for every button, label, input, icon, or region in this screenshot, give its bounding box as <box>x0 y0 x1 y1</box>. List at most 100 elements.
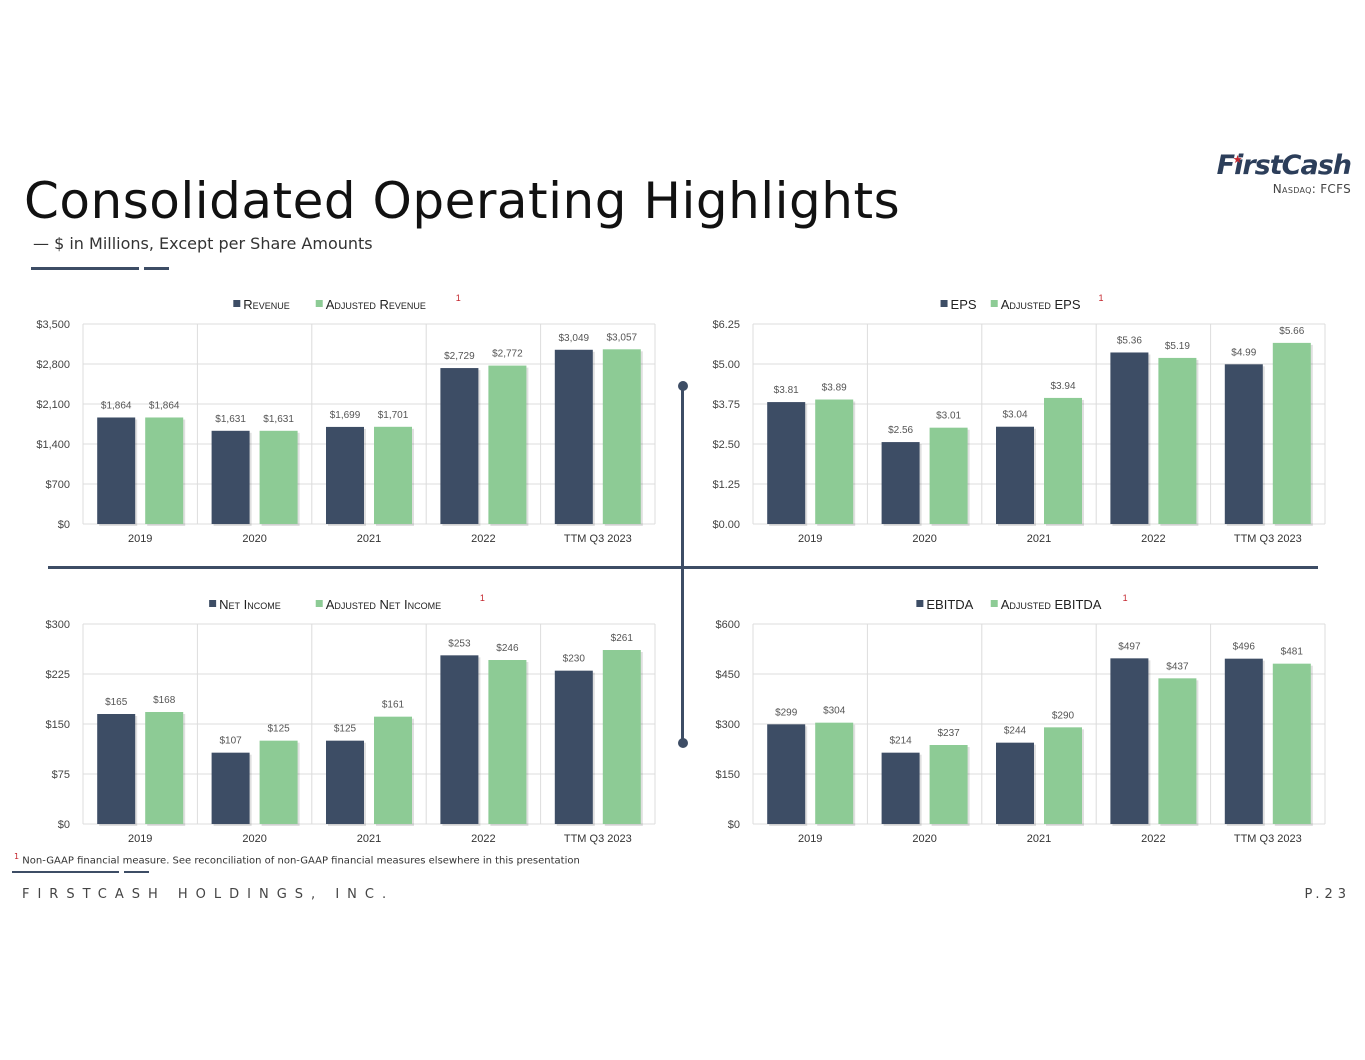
legend-label: Net Income <box>219 597 281 612</box>
data-label: $165 <box>105 697 128 708</box>
logo-wordmark: ★ FirstCash <box>1216 150 1352 182</box>
data-label: $161 <box>382 700 405 711</box>
category-label: 2022 <box>1141 833 1165 845</box>
category-label: 2020 <box>912 533 936 545</box>
footnote-mark: 1 <box>456 293 461 303</box>
data-label: $214 <box>889 736 912 747</box>
bar-adjusted <box>374 426 412 524</box>
title-underline-long <box>31 267 139 270</box>
data-label: $244 <box>1004 726 1027 737</box>
data-label: $290 <box>1052 710 1075 721</box>
y-tick-label: $700 <box>46 479 70 491</box>
category-label: 2022 <box>471 533 495 545</box>
y-tick-label: $300 <box>716 719 740 731</box>
bar <box>881 442 920 524</box>
y-tick-label: $6.25 <box>712 319 740 331</box>
bar-adjusted <box>259 430 298 524</box>
bar-adjusted <box>145 712 184 824</box>
category-label: TTM Q3 2023 <box>564 833 632 845</box>
data-label: $3.01 <box>936 411 961 422</box>
y-tick-label: $2,100 <box>36 399 70 411</box>
y-tick-label: $0 <box>728 819 740 831</box>
legend-label: Adjusted EBITDA <box>1001 597 1102 612</box>
data-label: $4.99 <box>1231 347 1256 358</box>
bar-adjusted <box>488 660 527 824</box>
bar <box>1224 364 1263 524</box>
bar <box>554 670 593 824</box>
data-label: $125 <box>334 724 357 735</box>
data-label: $5.66 <box>1279 326 1304 337</box>
vertical-divider <box>681 385 684 743</box>
data-label: $168 <box>153 695 176 706</box>
footnote-text: Non-GAAP financial measure. See reconcil… <box>22 855 580 867</box>
divider-dot-top <box>678 381 688 391</box>
legend-swatch <box>940 300 948 307</box>
legend-swatch <box>315 300 323 307</box>
data-label: $246 <box>496 643 519 654</box>
y-tick-label: $1.25 <box>712 479 740 491</box>
legend-label: Adjusted Revenue <box>326 297 426 312</box>
category-label: 2019 <box>128 833 152 845</box>
data-label: $496 <box>1233 642 1256 653</box>
bar-adjusted <box>602 650 641 824</box>
legend-swatch <box>990 600 998 607</box>
footnote-mark: 1 <box>1123 593 1128 603</box>
category-label: 2020 <box>242 833 266 845</box>
bar-adjusted <box>815 399 854 524</box>
y-tick-label: $2.50 <box>712 439 740 451</box>
bar <box>1110 658 1149 824</box>
y-tick-label: $3,500 <box>36 319 70 331</box>
bar <box>554 349 593 524</box>
data-label: $1,864 <box>101 400 132 411</box>
y-tick-label: $5.00 <box>712 359 740 371</box>
data-label: $481 <box>1281 647 1304 658</box>
data-label: $3,057 <box>607 332 638 343</box>
y-tick-label: $150 <box>46 719 70 731</box>
footer-page-number: P.23 <box>1304 887 1351 902</box>
data-label: $253 <box>448 638 471 649</box>
data-label: $3.89 <box>822 383 847 394</box>
company-logo: ★ FirstCash Nasdaq: FCFS <box>1216 150 1352 196</box>
bar-adjusted <box>145 417 184 524</box>
bar-adjusted <box>602 349 641 524</box>
data-label: $1,701 <box>378 410 409 421</box>
bar <box>881 752 920 824</box>
bar <box>1110 352 1149 524</box>
data-label: $125 <box>267 724 290 735</box>
bar <box>996 426 1034 524</box>
data-label: $3.04 <box>1002 410 1027 421</box>
data-label: $437 <box>1166 661 1189 672</box>
title-underline-short <box>144 267 169 270</box>
bar-adjusted <box>1272 663 1311 824</box>
legend-swatch <box>209 600 217 607</box>
category-label: TTM Q3 2023 <box>1234 833 1302 845</box>
y-tick-label: $600 <box>716 619 740 631</box>
data-label: $1,631 <box>215 414 246 425</box>
bar <box>767 724 806 824</box>
bar-adjusted <box>259 740 298 824</box>
category-label: 2021 <box>1027 533 1051 545</box>
bar <box>211 752 250 824</box>
logo-star-icon: ★ <box>1232 153 1243 166</box>
footnote-mark: 1 <box>14 852 20 861</box>
bar-adjusted <box>374 716 412 824</box>
data-label: $261 <box>611 633 634 644</box>
legend-label: Revenue <box>243 297 289 312</box>
footer-rule-long <box>12 871 119 873</box>
bar-adjusted <box>1158 357 1197 524</box>
bar <box>1224 658 1263 824</box>
data-label: $2,729 <box>444 351 475 362</box>
data-label: $2.56 <box>888 425 913 436</box>
data-label: $230 <box>563 654 586 665</box>
data-label: $1,864 <box>149 400 180 411</box>
page-title: Consolidated Operating Highlights <box>24 172 901 230</box>
y-tick-label: $2,800 <box>36 359 70 371</box>
data-label: $1,631 <box>263 414 294 425</box>
bar <box>97 714 136 824</box>
legend-swatch <box>990 300 998 307</box>
data-label: $237 <box>937 728 960 739</box>
data-label: $107 <box>219 736 242 747</box>
logo-name: FirstCash <box>1216 150 1352 181</box>
